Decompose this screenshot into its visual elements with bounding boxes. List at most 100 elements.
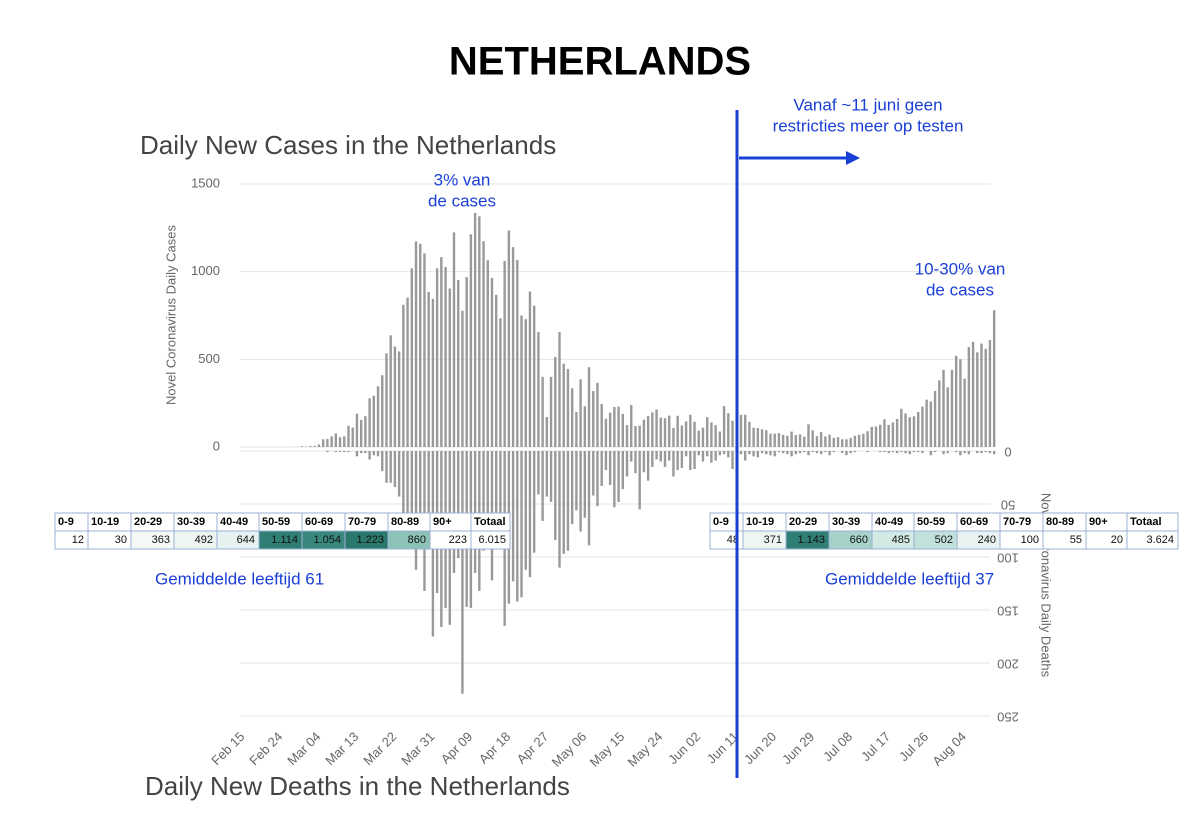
bar	[651, 451, 654, 467]
bar	[971, 341, 975, 447]
bar	[359, 419, 363, 447]
bar	[364, 416, 367, 447]
bar	[879, 451, 882, 453]
bar	[406, 451, 409, 536]
bar	[461, 310, 464, 447]
value-text: 502	[935, 534, 953, 546]
bar	[617, 451, 620, 502]
bar	[528, 291, 532, 447]
annotations: 3% van de cases 10-30% van de cases Vanaf ~1…	[155, 95, 1005, 588]
header-text: 80-89	[391, 516, 419, 528]
bar	[777, 433, 781, 447]
x-tick-label: May 15	[587, 729, 628, 770]
x-tick-label: Jul 26	[896, 729, 931, 764]
bar	[895, 418, 899, 447]
y-axis-label: Novel Coronavirus Daily Cases	[163, 225, 178, 405]
bar	[347, 451, 350, 453]
bar	[917, 451, 920, 453]
bar	[811, 430, 814, 447]
bar	[600, 451, 603, 486]
bar	[326, 438, 329, 447]
annotation: restricties meer op testen	[773, 116, 964, 135]
bar	[824, 436, 827, 447]
bar	[625, 425, 629, 447]
value-text: 371	[764, 534, 782, 546]
bar	[815, 436, 819, 447]
bar	[613, 407, 616, 447]
bar	[976, 352, 979, 447]
header-text: 20-29	[789, 516, 817, 528]
bar	[668, 451, 671, 461]
bar	[954, 355, 958, 447]
bar	[554, 357, 557, 447]
x-tick-label: Jul 08	[820, 729, 855, 764]
bar	[511, 247, 515, 447]
bar	[908, 451, 911, 455]
bar	[743, 414, 747, 447]
bar	[402, 304, 405, 447]
header-text: 90+	[433, 516, 452, 528]
annotation: de cases	[428, 191, 496, 210]
bar	[385, 451, 388, 483]
y-tick-label: 1000	[191, 263, 220, 278]
bar	[777, 451, 781, 453]
bar	[697, 451, 700, 456]
bar	[959, 359, 962, 447]
bar	[815, 451, 819, 454]
bar	[967, 347, 971, 447]
y2-tick-label: 50	[1001, 498, 1015, 513]
header-text: 90+	[1089, 516, 1108, 528]
bar	[592, 391, 595, 447]
value-text: 6.015	[478, 534, 506, 546]
bar	[963, 451, 966, 454]
y-tick-label: 1500	[191, 175, 220, 190]
bar	[596, 382, 599, 447]
bar	[419, 451, 422, 550]
bar	[756, 451, 760, 458]
bar	[613, 451, 616, 508]
bar	[566, 368, 570, 447]
bar	[693, 421, 696, 447]
bar	[642, 451, 646, 473]
bar	[900, 408, 903, 447]
bar	[541, 451, 544, 521]
bar	[967, 451, 971, 455]
bar	[655, 409, 658, 447]
bar	[313, 445, 316, 447]
bar	[642, 419, 646, 447]
bar	[879, 424, 882, 447]
bar	[933, 390, 937, 447]
bar	[824, 451, 827, 453]
cases-title: Daily New Cases in the Netherlands	[140, 130, 556, 160]
value-text: 660	[850, 534, 868, 546]
bar	[423, 253, 426, 447]
x-tick-label: Mar 31	[398, 729, 437, 768]
bar	[482, 451, 485, 551]
value-text: 240	[978, 534, 996, 546]
bar	[663, 418, 667, 447]
bar	[992, 451, 996, 455]
bar	[786, 435, 789, 447]
bar	[579, 379, 582, 447]
bar	[364, 451, 367, 454]
value-cell	[1126, 530, 1179, 550]
bar	[672, 427, 675, 447]
x-tick-label: Apr 27	[514, 729, 552, 767]
bar	[946, 451, 949, 454]
bar	[811, 451, 814, 453]
bar	[482, 241, 485, 447]
bar	[765, 451, 768, 455]
value-text: 1.223	[356, 534, 384, 546]
header-text: 50-59	[262, 516, 290, 528]
annotation: Vanaf ~11 juni geen	[793, 95, 942, 114]
bar	[444, 267, 447, 447]
bar	[900, 451, 903, 453]
bar	[714, 425, 717, 447]
bar	[803, 436, 806, 447]
bar	[414, 241, 418, 447]
y-tick-label: 500	[198, 351, 220, 366]
bar	[334, 433, 338, 447]
bar	[473, 451, 477, 573]
bar	[355, 413, 359, 447]
